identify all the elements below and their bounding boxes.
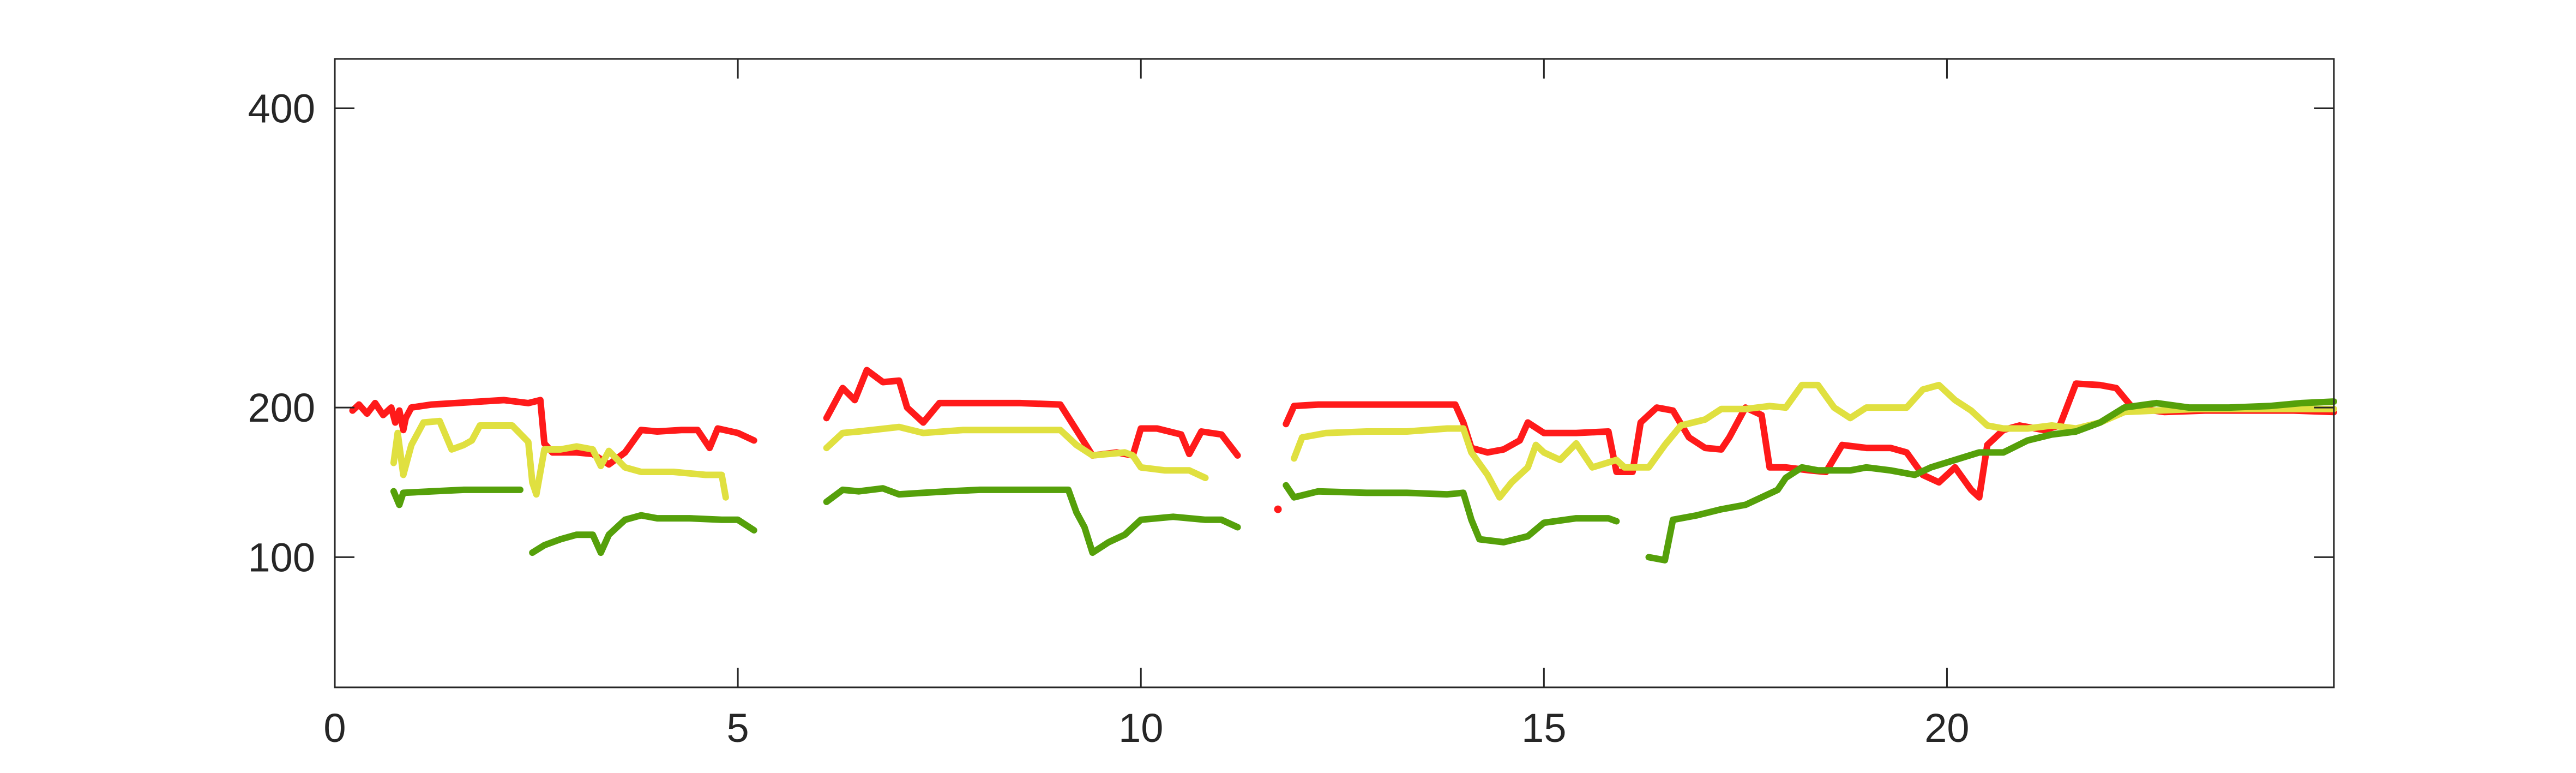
x-tick-label: 0 (323, 705, 346, 751)
series-3-segment-1 (390, 486, 523, 508)
series-1-segment-1 (349, 397, 757, 468)
plot-frame (334, 58, 2335, 688)
series-1 (349, 367, 2337, 513)
series-2-segment-3 (1291, 381, 2337, 501)
series-1-segment-2 (823, 367, 1241, 459)
series-3 (390, 398, 2337, 564)
series-1-segment-4 (1283, 380, 2337, 501)
series-2 (390, 381, 2337, 501)
series-3-segment-3 (823, 485, 1241, 556)
series-3-segment-5 (1645, 398, 2337, 564)
x-tick-label: 15 (1521, 705, 1566, 751)
y-tick-label: 200 (248, 385, 315, 430)
series-layer (349, 367, 2337, 564)
series-1-point (1274, 505, 1282, 513)
y-tick-label: 100 (248, 535, 315, 580)
series-2-segment-2 (823, 423, 1209, 481)
x-tick-label: 20 (1924, 705, 1969, 751)
x-tick-label: 10 (1118, 705, 1163, 751)
series-3-segment-2 (529, 512, 757, 556)
series-3-segment-4 (1283, 482, 1620, 546)
x-tick-label: 5 (727, 705, 749, 751)
y-tick-label: 400 (248, 86, 315, 131)
series-2-segment-1 (390, 417, 729, 501)
axes-layer: 0 5 10 15 20 100 200 400 (248, 58, 2335, 751)
